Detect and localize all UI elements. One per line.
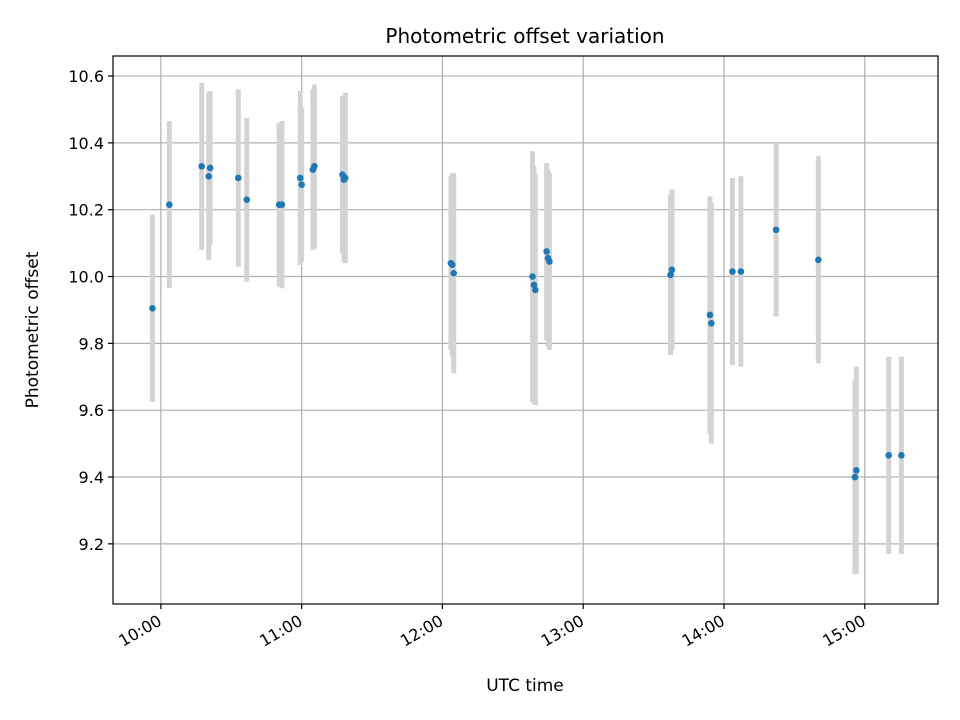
data-point [298, 181, 305, 188]
data-point [450, 269, 457, 277]
y-tick-label: 9.2 [79, 535, 104, 554]
y-tick-label: 10.4 [68, 134, 104, 153]
y-tick-label: 9.4 [79, 468, 104, 487]
data-point [772, 226, 780, 234]
data-points [149, 162, 905, 481]
data-point [853, 467, 860, 474]
data-point [234, 174, 242, 182]
data-point [851, 473, 859, 481]
x-axis-label: UTC time [486, 676, 564, 696]
data-point [311, 162, 318, 170]
chart-title: Photometric offset variation [385, 24, 664, 48]
y-tick-label: 10.2 [68, 201, 104, 220]
y-axis: 9.2 9.4 9.6 9.8 10.0 10.2 10.4 10.6 [68, 67, 113, 554]
y-tick-label: 9.6 [79, 401, 104, 420]
data-point [341, 174, 349, 182]
data-point [706, 311, 714, 319]
grid [113, 56, 938, 604]
data-point [543, 248, 550, 255]
data-point [815, 256, 822, 264]
plot-frame [112, 55, 939, 605]
data-point [166, 201, 173, 208]
data-point [667, 271, 674, 279]
data-point [668, 266, 676, 274]
data-point [708, 320, 715, 327]
data-point [198, 162, 205, 170]
data-point [898, 452, 905, 459]
data-point [530, 281, 538, 289]
data-point [206, 164, 214, 172]
data-point [529, 273, 536, 280]
data-point [205, 172, 213, 180]
data-point [546, 258, 553, 265]
y-axis-label: Photometric offset [23, 251, 43, 408]
y-tick-label: 10.6 [68, 67, 104, 86]
data-point [729, 268, 736, 275]
data-point [737, 268, 745, 275]
data-point [532, 286, 539, 294]
data-point [296, 174, 304, 182]
y-tick-label: 10.0 [68, 268, 104, 287]
data-point [278, 201, 286, 208]
y-tick-label: 9.8 [79, 334, 104, 353]
data-point [448, 261, 456, 269]
data-point [149, 304, 156, 312]
data-point [885, 452, 893, 459]
data-point [243, 196, 251, 203]
